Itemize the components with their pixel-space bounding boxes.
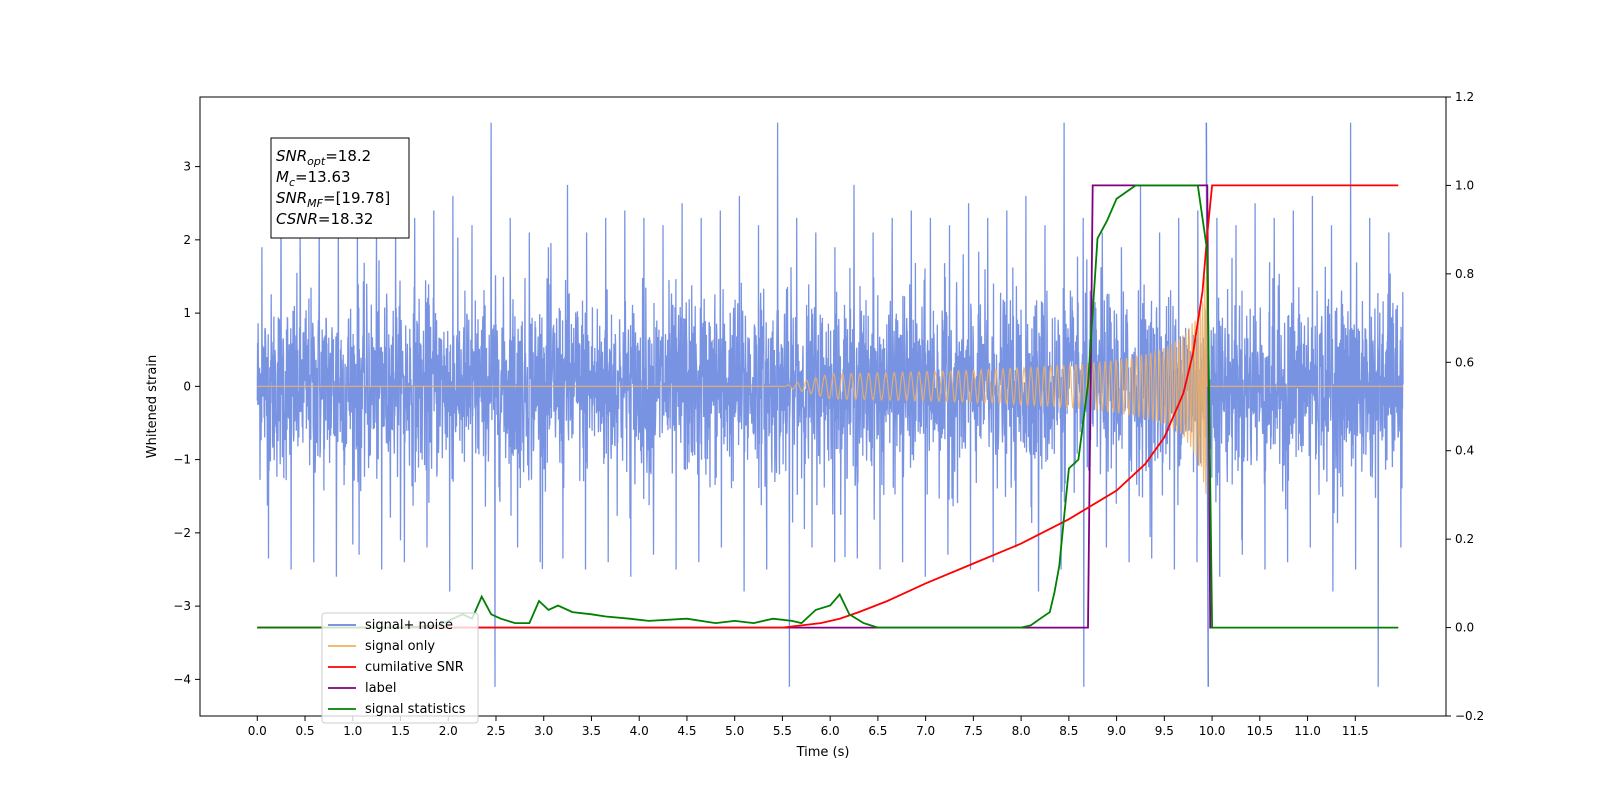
x-tick-label: 11.0: [1294, 724, 1321, 738]
x-tick-label: 11.5: [1342, 724, 1369, 738]
legend-frame: [321, 612, 479, 724]
annotation-box: SNRopt=18.2Mc=13.63SNRMF=[19.78]CSNR=18.…: [270, 137, 410, 239]
series-signal-only: [257, 256, 1403, 494]
series-cumulative-snr: [257, 184, 1399, 629]
y-tick-label-right: 0.8: [1455, 267, 1474, 281]
y-tick-label-left: 0: [183, 379, 191, 393]
annotation-frame: [270, 137, 410, 239]
x-tick-label: 7.5: [964, 724, 983, 738]
x-tick-label: 8.0: [1012, 724, 1031, 738]
x-tick-label: 5.0: [725, 724, 744, 738]
series-signal-statistics: [257, 184, 1399, 629]
plot-area: [256, 122, 1404, 687]
annotation-line: Mc=13.63: [276, 168, 351, 189]
x-tick-label: 2.5: [486, 724, 505, 738]
annotation-line: CSNR=18.32: [276, 210, 373, 228]
legend-label: signal only: [365, 639, 435, 654]
x-tick-label: 4.0: [630, 724, 649, 738]
y-tick-label-right: 0.6: [1455, 355, 1474, 369]
legend: signal+ noise signal only cumilative SNR la…: [321, 612, 479, 724]
x-tick-label: 8.5: [1059, 724, 1078, 738]
plot-frame: [199, 96, 1447, 717]
y-tick-label-right: −0.2: [1455, 709, 1484, 723]
x-tick-label: 6.5: [868, 724, 887, 738]
y-tick-label-left: −2: [173, 526, 191, 540]
legend-label: signal statistics: [365, 702, 466, 717]
x-tick-label: 10.5: [1246, 724, 1273, 738]
x-tick-label: 9.0: [1107, 724, 1126, 738]
series-signal-noise: [256, 122, 1404, 687]
x-tick-label: 3.0: [534, 724, 553, 738]
x-tick-label: 0.0: [248, 724, 267, 738]
y-tick-label-left: −4: [173, 672, 191, 686]
x-tick-label: 7.0: [916, 724, 935, 738]
x-tick-label: 10.0: [1199, 724, 1226, 738]
y-tick-label-right: 0.2: [1455, 532, 1474, 546]
y-tick-label-right: 1.0: [1455, 178, 1474, 192]
legend-label: cumilative SNR: [365, 660, 464, 675]
y-tick-label-left: 3: [183, 160, 191, 174]
y-tick-label-left: −1: [173, 453, 191, 467]
y-tick-label-left: −3: [173, 599, 191, 613]
y-tick-label-right: 0.0: [1455, 621, 1474, 635]
annotation-line: SNRMF=[19.78]: [276, 189, 390, 210]
x-tick-label: 1.5: [391, 724, 410, 738]
x-tick-label: 4.5: [677, 724, 696, 738]
y-tick-label-left: 2: [183, 233, 191, 247]
y-axis-label-left: Whitened strain: [145, 355, 160, 458]
axes: 0.0 0.5 1.0 1.5 2.0 2.5 3.0 3.5 4.0 4.5 5.0 5.5 6.0 6…: [173, 90, 1484, 738]
x-tick-label: 9.5: [1155, 724, 1174, 738]
x-axis-label: Time (s): [796, 745, 850, 760]
x-tick-label: 5.5: [773, 724, 792, 738]
x-tick-label: 3.5: [582, 724, 601, 738]
y-tick-label-right: 1.2: [1455, 90, 1474, 104]
y-tick-label-left: 1: [183, 306, 191, 320]
x-tick-label: 1.0: [343, 724, 362, 738]
y-tick-label-right: 0.4: [1455, 444, 1474, 458]
x-tick-label: 0.5: [295, 724, 314, 738]
legend-label: signal+ noise: [365, 618, 453, 633]
x-tick-label: 6.0: [821, 724, 840, 738]
x-tick-label: 2.0: [439, 724, 458, 738]
annotation-line: SNRopt=18.2: [276, 147, 371, 168]
legend-label: label: [365, 681, 396, 696]
